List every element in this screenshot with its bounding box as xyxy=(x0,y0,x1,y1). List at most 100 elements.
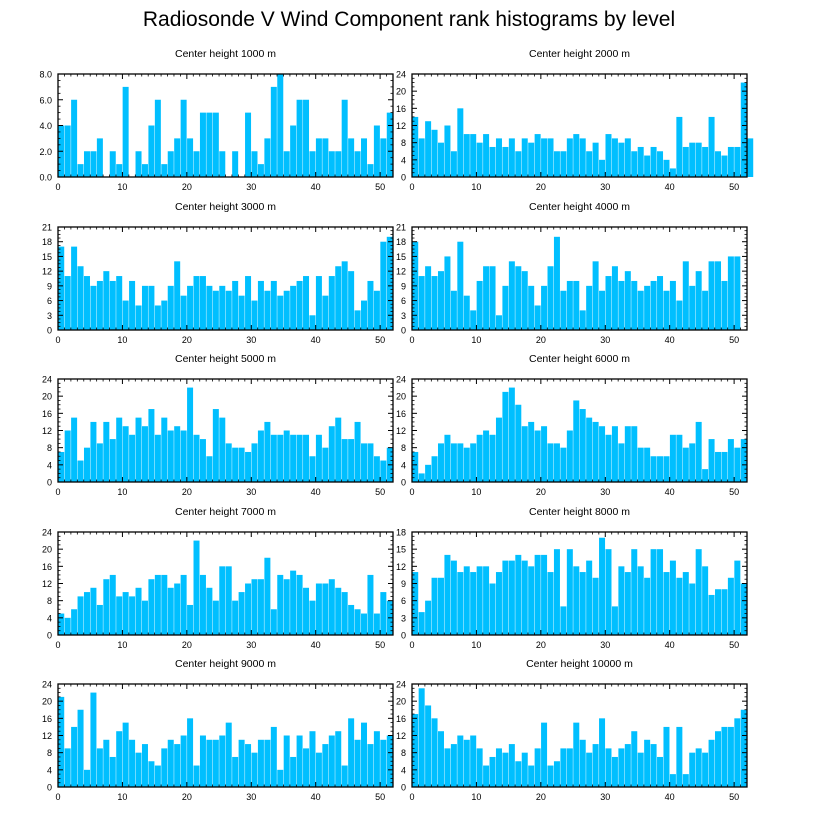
histogram-bar xyxy=(476,434,483,482)
histogram-bar xyxy=(322,138,329,178)
histogram-bar xyxy=(129,596,136,636)
y-tick-label: 6 xyxy=(47,296,52,306)
histogram-bar xyxy=(521,271,528,330)
histogram-bar xyxy=(161,164,168,178)
histogram-bar xyxy=(245,276,252,330)
histogram-bar xyxy=(380,460,387,482)
histogram-bar xyxy=(657,456,664,482)
y-tick-label: 6 xyxy=(401,296,406,306)
x-tick-label: 50 xyxy=(375,487,385,497)
histogram-bar xyxy=(695,271,702,330)
histogram-bar xyxy=(296,99,303,177)
histogram-bar xyxy=(129,739,136,787)
histogram-bar xyxy=(283,290,290,330)
histogram-bar xyxy=(315,752,322,787)
histogram-bar xyxy=(167,285,174,330)
histogram-bar xyxy=(631,280,638,330)
histogram-bar xyxy=(251,752,258,787)
histogram-bar xyxy=(547,138,554,178)
histogram-bar xyxy=(270,609,277,635)
x-tick-label: 30 xyxy=(600,182,610,192)
y-tick-label: 18 xyxy=(396,528,406,538)
histogram-bar xyxy=(270,86,277,178)
histogram-bar xyxy=(354,151,361,177)
histogram-bar xyxy=(695,421,702,482)
histogram-bar xyxy=(502,391,509,483)
histogram-bar xyxy=(579,572,586,635)
histogram-bar xyxy=(508,261,515,330)
x-tick-label: 0 xyxy=(55,335,60,345)
histogram-bar xyxy=(58,246,65,330)
histogram-bar xyxy=(71,417,78,483)
x-tick-label: 50 xyxy=(729,487,739,497)
y-tick-label: 18 xyxy=(42,237,52,247)
histogram-bar xyxy=(386,236,393,330)
histogram-bar xyxy=(476,566,483,635)
histogram-panel: Center height 7000 m 0 4 8 12 16 20 24 0 10 20 30 40… xyxy=(42,506,394,650)
histogram-bar xyxy=(437,142,444,177)
x-tick-label: 10 xyxy=(117,487,127,497)
histogram-bar xyxy=(348,138,355,178)
y-tick-label: 20 xyxy=(396,87,406,97)
y-tick-label: 4 xyxy=(401,155,406,165)
histogram-bar xyxy=(354,609,361,635)
histogram-bar xyxy=(335,417,342,483)
histogram-bar xyxy=(541,722,548,788)
histogram-bar xyxy=(116,731,123,787)
histogram-bar xyxy=(277,769,284,787)
histogram-bar xyxy=(708,594,715,635)
histogram-bar xyxy=(341,765,348,787)
histogram-bar xyxy=(103,271,110,330)
histogram-bar xyxy=(624,426,631,482)
histogram-bar xyxy=(669,560,676,635)
histogram-bar xyxy=(489,756,496,787)
histogram-bar xyxy=(605,276,612,330)
histogram-bar xyxy=(264,421,271,482)
histogram-bar xyxy=(135,417,142,483)
y-tick-label: 8 xyxy=(47,443,52,453)
y-tick-label: 20 xyxy=(42,392,52,402)
histogram-bar xyxy=(650,744,657,787)
histogram-bar xyxy=(122,722,129,788)
histogram-bar xyxy=(64,276,71,330)
histogram-panel: Center height 4000 m 0 3 6 9 12 15 18 21 0 10 20 30 4… xyxy=(396,201,748,345)
histogram-bar xyxy=(702,146,709,177)
histogram-bar xyxy=(322,295,329,330)
histogram-bar xyxy=(180,99,187,177)
histogram-bar xyxy=(238,447,245,482)
histogram-bar xyxy=(592,142,599,177)
histogram-bar xyxy=(148,761,155,787)
y-tick-label: 21 xyxy=(42,223,52,233)
histogram-bar xyxy=(489,266,496,330)
histogram-bar xyxy=(64,430,71,482)
histogram-bar xyxy=(611,266,618,330)
y-tick-label: 4 xyxy=(47,460,52,470)
histogram-bar xyxy=(702,752,709,787)
panel-title: Center height 1000 m xyxy=(175,48,276,60)
histogram-bar xyxy=(515,554,522,635)
x-tick-label: 30 xyxy=(600,487,610,497)
x-tick-label: 20 xyxy=(536,792,546,802)
y-tick-label: 20 xyxy=(396,697,406,707)
histogram-bar xyxy=(367,574,374,635)
y-tick-label: 24 xyxy=(396,70,406,80)
histogram-bar xyxy=(657,756,664,787)
y-tick-label: 24 xyxy=(42,680,52,690)
x-tick-label: 20 xyxy=(182,182,192,192)
histogram-bar xyxy=(232,600,239,635)
histogram-bar xyxy=(309,315,316,330)
histogram-bar xyxy=(599,426,606,482)
histogram-bar xyxy=(122,592,129,635)
histogram-bar xyxy=(470,443,477,483)
histogram-bar xyxy=(296,735,303,787)
histogram-bar xyxy=(431,718,438,787)
histogram-bar xyxy=(212,409,219,482)
histogram-bar xyxy=(573,134,580,177)
histogram-bar xyxy=(534,554,541,635)
histogram-bar xyxy=(502,146,509,177)
histogram-bar xyxy=(463,739,470,787)
histogram-bar xyxy=(618,443,625,483)
histogram-bar xyxy=(715,731,722,787)
y-tick-label: 3 xyxy=(401,613,406,623)
histogram-bar xyxy=(611,138,618,178)
